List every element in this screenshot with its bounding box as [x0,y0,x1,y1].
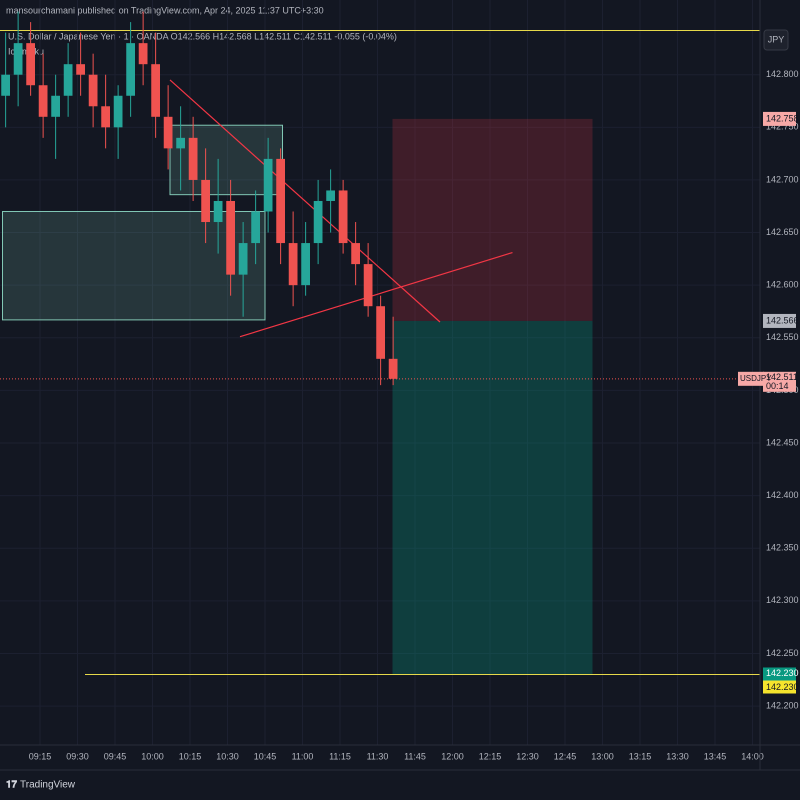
x-tick-label: 14:00 [741,751,764,761]
candle-body [276,158,285,244]
zone [2,211,266,321]
candle-body [326,190,335,201]
x-tick-label: 11:45 [404,751,426,761]
x-tick-label: 13:00 [591,751,614,761]
y-tick-label: 142.800 [766,69,799,79]
candle-body [126,43,135,96]
price-label-bg [763,667,796,681]
x-tick-label: 09:30 [66,751,89,761]
y-tick-label: 142.700 [766,174,799,184]
candle-body [301,243,310,286]
candle-body [251,211,260,244]
y-tick-label: 142.750 [766,122,799,132]
candle-body [63,64,73,96]
trendline [239,251,513,338]
candle-body [288,243,298,286]
x-tick-label: 12:00 [441,751,464,761]
y-tick-label: 142.650 [766,227,799,237]
brand: TradingView [20,780,76,791]
symbol-tag: USDJPY [740,374,772,383]
candle-body [138,43,148,65]
x-tick-label: 10:00 [141,751,164,761]
candle-body [226,200,235,275]
price-label: 142.566 [766,315,799,325]
x-tick-label: 09:45 [104,751,127,761]
y-tick-label: 142.450 [766,437,799,447]
candle-body [113,95,123,128]
trendline [169,79,441,323]
x-tick-label: 10:30 [216,751,239,761]
candle-body [1,74,10,96]
candle-body [188,137,198,180]
candle-body [51,95,60,117]
candle-body [26,43,35,86]
x-tick-label: 10:45 [254,751,277,761]
candle-body [351,243,360,265]
attribution: mansourchamani published on TradingView.… [6,5,324,15]
y-tick-label: 142.550 [766,332,799,342]
x-tick-label: 09:15 [29,751,52,761]
x-tick-label: 12:45 [554,751,577,761]
countdown: 00:14 [766,381,789,391]
price-label: 142.230 [766,668,799,678]
candle-body [388,358,398,379]
price-label-bg [763,111,796,126]
candle-body [238,243,248,275]
candle-body [176,137,185,149]
x-tick-label: 11:15 [329,751,351,761]
price-label-bg [763,313,796,328]
candle-body [163,116,173,149]
x-tick-label: 12:15 [479,751,502,761]
candle-body [38,85,48,117]
indicator: Ichimoku [8,46,44,56]
candle-body [201,179,210,223]
axes: 142.200 142.250 142.300 142.350 142.400 142.4… [0,0,800,770]
x-tick-label: 12:30 [516,751,539,761]
x-tick-label: 11:00 [292,751,314,761]
price-label: 142.511 [766,372,798,382]
x-tick-label: 10:15 [179,751,202,761]
candle-body [88,74,98,107]
y-tick-label: 142.300 [766,595,799,605]
candle-body [13,43,23,75]
candle-body [263,158,273,212]
y-tick-label: 142.250 [766,648,799,658]
candle-body [363,264,373,307]
symbol-tag-bg [738,371,764,386]
candle-body [313,200,323,244]
candle-body [213,200,223,223]
stop-zone [392,118,593,321]
candle-body [151,64,160,117]
y-tick-label: 142.600 [766,280,799,290]
x-tick-label: 13:45 [704,751,727,761]
y-tick-label: 142.200 [766,700,799,710]
price-label: 142.230 [766,682,799,692]
candle-body [101,106,110,128]
price-label: 142.758 [766,113,799,123]
plot [0,0,760,745]
price-label-bg [763,371,796,392]
target-zone [392,320,593,675]
price-label-bg [763,680,796,694]
x-tick-label: 13:30 [666,751,689,761]
currency-button[interactable] [763,29,789,51]
currency-button-text[interactable]: JPY [768,34,785,44]
x-tick-label: 11:30 [367,751,389,761]
candle-body [376,306,385,359]
symbol-line: U.S. Dollar / Japanese Yen · 1 · OANDA O… [8,31,397,41]
candle-body [76,64,85,75]
x-tick-label: 13:15 [629,751,652,761]
y-tick-label: 142.350 [766,543,799,553]
brand-logo: 𝟏𝟕 [6,780,18,791]
y-tick-label: 142.400 [766,490,799,500]
candle-body [338,190,348,244]
